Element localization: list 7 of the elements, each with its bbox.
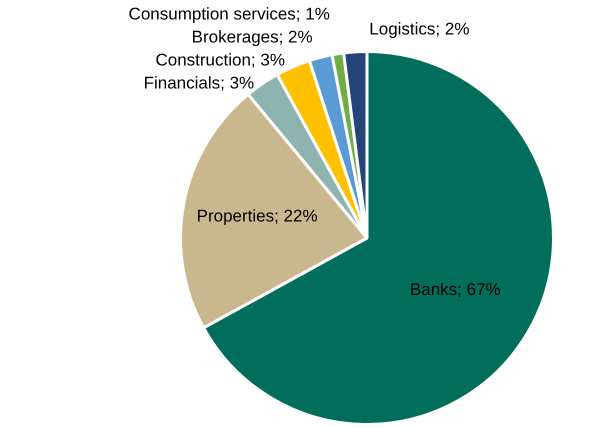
slice-label: Brokerages; 2% bbox=[192, 27, 313, 46]
slice-label: Consumption services; 1% bbox=[128, 4, 330, 24]
slice-label: Logistics; 2% bbox=[369, 20, 470, 39]
slice-label: Construction; 3% bbox=[155, 50, 285, 70]
slice-label: Banks; 67% bbox=[410, 280, 501, 299]
slice-label: Financials; 3% bbox=[144, 73, 254, 92]
slice-label: Properties; 22% bbox=[196, 206, 318, 226]
